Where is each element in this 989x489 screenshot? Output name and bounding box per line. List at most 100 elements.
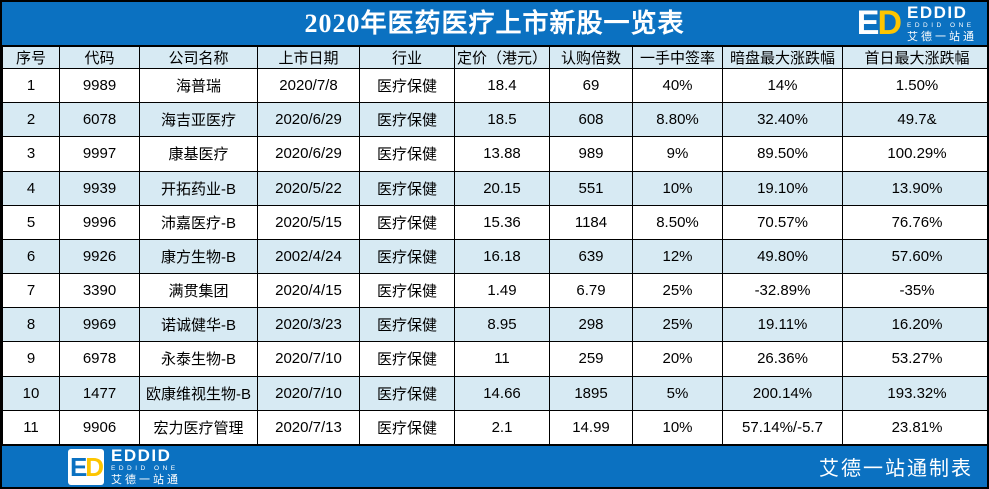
table-cell: 13.88 (454, 136, 550, 172)
table-cell: 70.57% (722, 204, 843, 240)
table-cell: 8.80% (632, 102, 723, 138)
table-cell: 2020/6/29 (257, 102, 360, 138)
table-cell: 9997 (59, 136, 140, 172)
table-cell: 10% (632, 409, 723, 446)
column-header-4: 行业 (359, 46, 455, 69)
table-cell: 9% (632, 136, 723, 172)
table-row: 7 3390 满贯集团 2020/4/15 医疗保健 1.49 6.79 25% -32.89%… (2, 273, 987, 309)
table-cell: 9996 (59, 204, 140, 240)
table-cell: 7 (2, 273, 60, 309)
table-cell: 9 (2, 341, 60, 377)
table-cell: 医疗保健 (359, 136, 455, 172)
table-cell: 20% (632, 341, 723, 377)
table-cell: 6.79 (549, 273, 633, 309)
table-credit: 艾德一站通制表 (819, 458, 973, 480)
table-cell: 989 (549, 136, 633, 172)
table-cell: 551 (549, 170, 633, 206)
table-cell: 26.36% (722, 341, 843, 377)
table-cell: 12% (632, 238, 723, 275)
table-cell: 11 (454, 341, 550, 377)
table-row: 1 9989 海普瑞 2020/7/8 医疗保健 18.4 69 40% 14% 1.50% (2, 67, 987, 104)
table-cell: 宏力医疗管理 (139, 409, 258, 446)
table-cell: 2020/3/23 (257, 307, 360, 343)
table-cell: 欧康维视生物-B (139, 375, 258, 411)
page-title: 2020年医药医疗上市新股一览表 (304, 8, 685, 38)
table-cell: 89.50% (722, 136, 843, 172)
table-cell: 193.32% (842, 375, 987, 411)
column-header-1: 代码 (59, 46, 140, 69)
table-cell: 40% (632, 67, 723, 104)
table-cell: 49.7& (842, 102, 987, 138)
table-cell: 海普瑞 (139, 67, 258, 104)
table-cell: 1477 (59, 375, 140, 411)
table-row: 10 1477 欧康维视生物-B 2020/7/10 医疗保健 14.66 1895 5% 20… (2, 375, 987, 411)
table-cell: -35% (842, 273, 987, 309)
table-cell: -32.89% (722, 273, 843, 309)
table-cell: 1 (2, 67, 60, 104)
table-cell: 2020/6/29 (257, 136, 360, 172)
brand-subtitle: EDDID ONE (111, 465, 179, 473)
table-cell: 23.81% (842, 409, 987, 446)
table-cell: 2020/7/13 (257, 409, 360, 446)
table-cell: 259 (549, 341, 633, 377)
table-cell: 医疗保健 (359, 102, 455, 138)
table-cell: 16.20% (842, 307, 987, 343)
table-cell: 海吉亚医疗 (139, 102, 258, 138)
table-cell: 2002/4/24 (257, 238, 360, 275)
table-cell: 639 (549, 238, 633, 275)
table-cell: 医疗保健 (359, 238, 455, 275)
table-cell: 2020/7/10 (257, 341, 360, 377)
column-header-7: 一手中签率 (632, 46, 723, 69)
table-cell: 医疗保健 (359, 409, 455, 446)
table-row: 3 9997 康基医疗 2020/6/29 医疗保健 13.88 989 9% 89.50% 10… (2, 136, 987, 172)
table-cell: 76.76% (842, 204, 987, 240)
brand-name: EDDID (111, 446, 172, 466)
table-cell: 32.40% (722, 102, 843, 138)
table-cell: 医疗保健 (359, 67, 455, 104)
table-cell: 5% (632, 375, 723, 411)
column-header-0: 序号 (2, 46, 60, 69)
table-cell: 3390 (59, 273, 140, 309)
table-cell: 2020/5/22 (257, 170, 360, 206)
column-header-5: 定价（港元） (454, 46, 550, 69)
table-cell: 1.50% (842, 67, 987, 104)
table-cell: 6078 (59, 102, 140, 138)
table-cell: 9969 (59, 307, 140, 343)
table-cell: 2020/4/15 (257, 273, 360, 309)
table-cell: 18.5 (454, 102, 550, 138)
logo-letter-e: E (69, 451, 87, 482)
table-cell: 10 (2, 375, 60, 411)
table-cell: 永泰生物-B (139, 341, 258, 377)
table-row: 9 6978 永泰生物-B 2020/7/10 医疗保健 11 259 20% 26.36% 53… (2, 341, 987, 377)
brand-chinese-name: 艾德一站通 (111, 473, 181, 486)
table-cell: 医疗保健 (359, 307, 455, 343)
column-header-2: 公司名称 (139, 46, 258, 69)
table-cell: 19.10% (722, 170, 843, 206)
table-header-row: 序号 代码 公司名称 上市日期 行业 定价（港元） 认购倍数 一手中签率 暗盘最大涨跌幅 首日最大… (2, 46, 987, 69)
table-cell: 5 (2, 204, 60, 240)
column-header-3: 上市日期 (257, 46, 360, 69)
table-cell: 医疗保健 (359, 170, 455, 206)
table-cell: 298 (549, 307, 633, 343)
table-cell: 19.11% (722, 307, 843, 343)
table-cell: 6978 (59, 341, 140, 377)
table-cell: 1.49 (454, 273, 550, 309)
table-cell: 9939 (59, 170, 140, 206)
table-cell: 1184 (549, 204, 633, 240)
table-cell: 医疗保健 (359, 273, 455, 309)
brand-name: EDDID (907, 3, 968, 22)
table-cell: 康基医疗 (139, 136, 258, 172)
table-cell: 49.80% (722, 238, 843, 275)
table-cell: 200.14% (722, 375, 843, 411)
table-cell: 2020/5/15 (257, 204, 360, 240)
table-row: 4 9939 开拓药业-B 2020/5/22 医疗保健 20.15 551 10% 19.10… (2, 170, 987, 206)
table-row: 6 9926 康方生物-B 2002/4/24 医疗保健 16.18 639 12% 49.80… (2, 238, 987, 275)
table-row: 5 9996 沛嘉医疗-B 2020/5/15 医疗保健 15.36 1184 8.50% 70… (2, 204, 987, 240)
table-cell: 100.29% (842, 136, 987, 172)
column-header-6: 认购倍数 (549, 46, 633, 69)
